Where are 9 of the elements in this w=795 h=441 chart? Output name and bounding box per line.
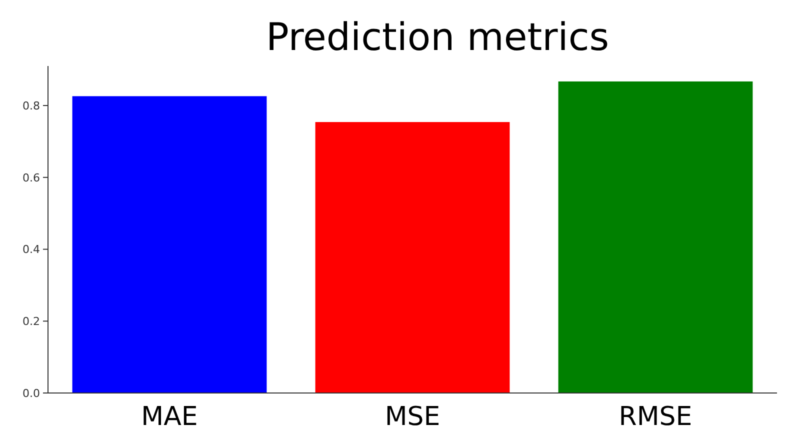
x-tick-label: MSE [384,402,440,432]
y-tick-label: 0.8 [22,99,40,112]
y-tick-label: 0.6 [22,171,40,184]
x-tick-label: RMSE [618,402,692,432]
x-tick-label: MAE [141,402,198,432]
y-tick-label: 0.2 [22,314,40,328]
chart-title: Prediction metrics [266,15,610,59]
y-tick-label: 0.4 [22,243,40,256]
y-tick-label: 0.0 [22,386,40,400]
